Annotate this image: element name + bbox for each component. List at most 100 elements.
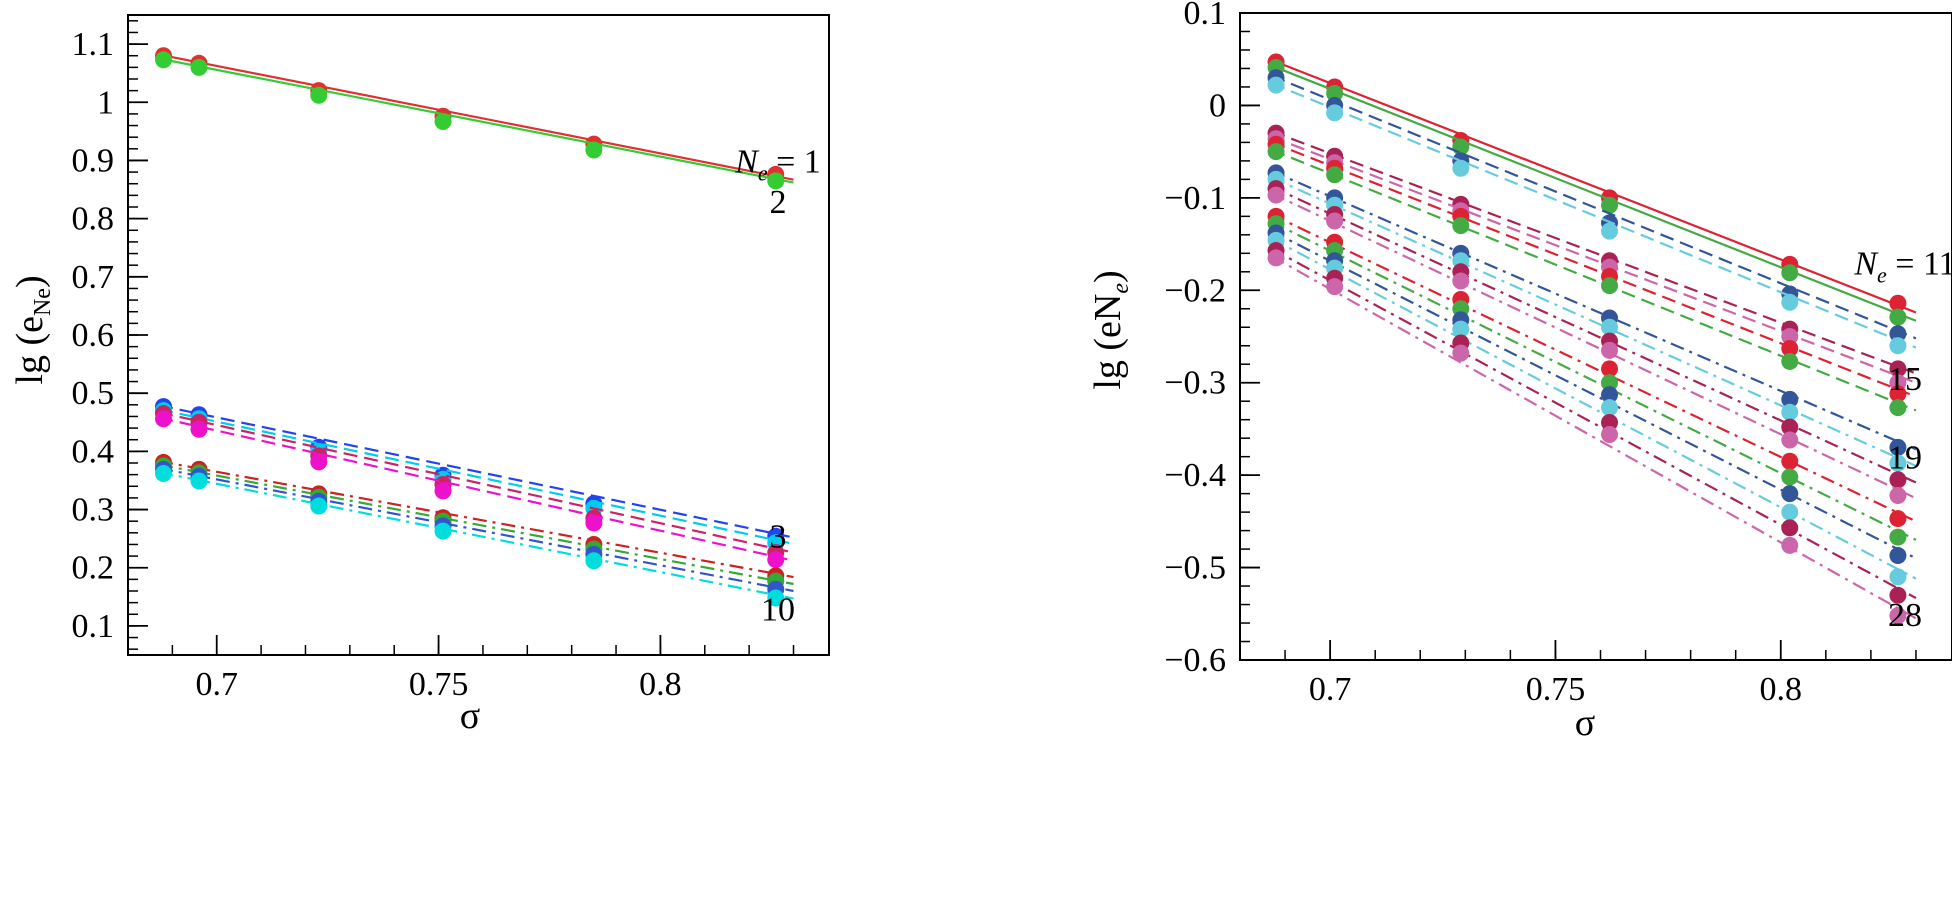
series-fit-line: [158, 53, 794, 181]
y-axis-title-sub: e: [1108, 283, 1134, 294]
curve-label-main: N: [734, 143, 760, 180]
data-point: [1889, 510, 1907, 528]
data-point: [585, 514, 603, 532]
series-fit-line: [1271, 74, 1917, 340]
data-point: [434, 482, 452, 500]
data-point: [1326, 166, 1344, 184]
data-point: [190, 420, 208, 438]
data-point: [1326, 104, 1344, 122]
x-axis-title: σ: [1575, 702, 1595, 744]
data-point: [1889, 337, 1907, 355]
curve-label-rest: = 1: [768, 143, 821, 180]
data-point: [1452, 217, 1470, 235]
data-point: [1781, 485, 1799, 503]
series-fit-line: [1271, 82, 1917, 349]
curve-label: 28: [1888, 597, 1922, 634]
series-fit-line: [158, 416, 794, 562]
y-axis-title: lg (eNe): [1087, 270, 1134, 389]
series-fit-line: [1271, 170, 1917, 451]
x-tick-label: 0.75: [409, 666, 469, 703]
y-tick-label: 1.1: [72, 26, 115, 63]
series-fit-line: [158, 460, 794, 579]
data-point: [434, 112, 452, 130]
series-fit-line: [158, 404, 794, 539]
data-point: [1601, 425, 1619, 443]
x-tick-label: 0.7: [1309, 671, 1352, 708]
series-17: [1267, 242, 1917, 604]
series-fit-line: [1271, 148, 1917, 412]
data-point: [1326, 84, 1344, 102]
y-tick-label: 0.3: [72, 492, 115, 529]
series-fit-line: [1271, 141, 1917, 398]
data-point: [1781, 328, 1799, 345]
series-12: [1267, 186, 1917, 504]
data-point: [1326, 212, 1344, 230]
x-tick-label: 0.8: [1760, 671, 1803, 708]
data-point: [1889, 471, 1907, 489]
data-point: [1267, 76, 1285, 94]
series-fit-line: [1271, 213, 1917, 523]
series-7: [154, 453, 794, 585]
data-point: [1889, 586, 1907, 604]
data-point: [1781, 452, 1799, 470]
series-4: [1267, 76, 1917, 355]
right-chart: 0.7 0.75 0.8 −0.6 −0.5 −0.4 −0.3 −0.2 −0.1 0 0.1 σ l…: [1087, 0, 1952, 744]
data-point: [767, 172, 785, 190]
data-point: [1781, 264, 1799, 282]
y-axis-title-main: lg (eN: [1087, 294, 1129, 390]
plot-frame: [127, 14, 830, 656]
data-point: [1267, 249, 1285, 267]
data-point: [310, 86, 328, 104]
x-axis-title: σ: [460, 695, 480, 737]
curve-label: Ne = 11: [1853, 246, 1952, 288]
y-axis-title-main: lg (e: [9, 316, 51, 385]
data-point: [1452, 344, 1470, 362]
x-tick-label: 0.75: [1526, 671, 1586, 708]
data-point: [190, 58, 208, 76]
data-point: [1267, 143, 1285, 161]
data-point: [1889, 294, 1907, 312]
curve-label: 2: [770, 184, 787, 221]
data-point: [1889, 528, 1907, 546]
data-point: [1889, 385, 1907, 403]
data-point: [1452, 159, 1470, 177]
series-fit-line: [1271, 255, 1917, 620]
x-tick-label: 0.7: [195, 666, 238, 703]
series-5: [1267, 124, 1917, 378]
data-point: [585, 141, 603, 159]
data-point: [1781, 536, 1799, 554]
data-point: [1601, 341, 1619, 359]
curve-label: 15: [1888, 361, 1922, 398]
series-fit-line: [1271, 192, 1917, 500]
series-fit-line: [158, 408, 794, 545]
series-fit-line: [1271, 176, 1917, 467]
y-tick-label: −0.6: [1164, 642, 1226, 679]
series-2: [154, 51, 794, 190]
data-point: [1889, 438, 1907, 456]
y-tick-label: 0.6: [72, 317, 115, 354]
y-tick-label: 0.7: [72, 259, 115, 296]
series-6: [154, 410, 794, 569]
y-axis-title: lg (eNe): [9, 275, 56, 384]
series-6: [1267, 130, 1917, 392]
series-10: [1267, 170, 1917, 472]
series-14: [1267, 215, 1917, 546]
data-point: [1601, 222, 1619, 240]
y-tick-label: −0.3: [1164, 365, 1226, 402]
series-fit-line: [1271, 185, 1917, 484]
series-fit-line: [1271, 64, 1917, 322]
data-point: [1781, 418, 1799, 436]
series-2: [1267, 59, 1917, 326]
y-tick-label: 0.9: [72, 142, 115, 179]
data-point: [1781, 431, 1799, 449]
series-fit-line: [1271, 230, 1917, 560]
y-tick-label: −0.4: [1164, 457, 1226, 494]
series-fit-line: [1271, 59, 1917, 314]
series-3: [1267, 69, 1917, 343]
series-fit-line: [158, 411, 794, 554]
y-axis-title-close: ): [9, 275, 51, 288]
data-point: [1452, 272, 1470, 290]
data-point: [310, 497, 328, 515]
data-point: [1601, 277, 1619, 295]
